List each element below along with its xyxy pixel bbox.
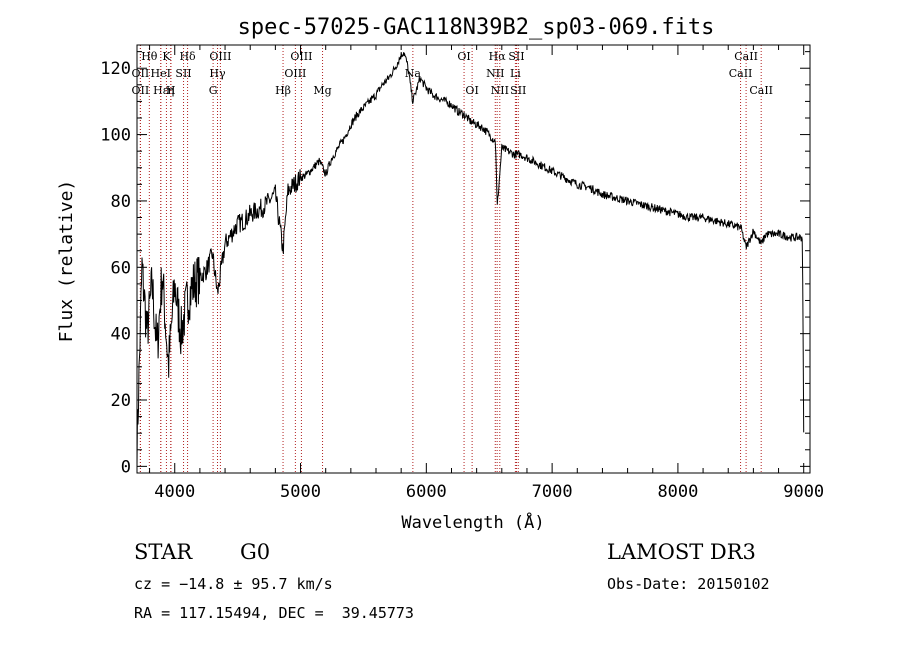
y-tick-label: 80 — [111, 192, 131, 212]
y-tick-label: 60 — [111, 258, 131, 278]
x-tick-label: 7000 — [532, 482, 573, 502]
line-label: OII — [132, 67, 150, 80]
y-tick-label: 0 — [121, 457, 131, 477]
line-label: K — [162, 50, 171, 63]
x-tick-label: 4000 — [154, 482, 195, 502]
line-label: Li — [510, 67, 521, 80]
x-tick-label: 9000 — [783, 482, 824, 502]
x-axis: 4000 5000 6000 7000 8000 9000 — [149, 45, 824, 502]
spectral-line-markers: HθOIIOIIHεHeIKηHSIIHδOIIIHγGHβOIIIOIIIMg… — [132, 45, 773, 473]
line-label: OIII — [290, 50, 312, 63]
y-axis-label: Flux (relative) — [56, 180, 77, 343]
obs-date: Obs-Date: 20150102 — [607, 575, 770, 593]
line-label: Hδ — [179, 50, 196, 63]
redshift-cz: cz = −14.8 ± 95.7 km/s — [134, 575, 333, 593]
y-tick-label: 120 — [100, 59, 131, 79]
line-label: OI — [457, 50, 470, 63]
x-tick-label: 8000 — [657, 482, 698, 502]
line-label: G — [209, 84, 218, 97]
line-label: OIII — [284, 67, 306, 80]
chart-title: spec-57025-GAC118N39B2_sp03-069.fits — [238, 15, 715, 40]
line-label: Hγ — [209, 67, 226, 80]
object-class: STAR — [134, 540, 193, 564]
line-label: Mg — [313, 84, 331, 97]
line-label: SII — [510, 84, 526, 97]
plot-frame — [136, 44, 811, 474]
spectrum-group — [136, 52, 805, 467]
y-tick-label: 20 — [111, 391, 131, 411]
survey-name: LAMOST DR3 — [607, 540, 756, 564]
line-label: NII — [491, 84, 509, 97]
line-label: NII — [486, 67, 504, 80]
line-label: CaII — [749, 84, 773, 97]
y-tick-label: 40 — [111, 325, 131, 345]
line-label: SII — [508, 50, 524, 63]
line-label: OI — [465, 84, 478, 97]
line-label: Na — [405, 67, 422, 80]
line-label: CaII — [734, 50, 758, 63]
ra-dec: RA = 117.15494, DEC = 39.45773 — [134, 604, 414, 622]
line-label: H — [166, 84, 176, 97]
line-label: SII — [175, 67, 191, 80]
x-tick-label: 5000 — [280, 482, 321, 502]
line-label: Hβ — [275, 84, 291, 97]
y-tick-label: 100 — [100, 126, 131, 146]
object-subclass: G0 — [240, 540, 271, 564]
y-axis: 0 20 40 60 80 100 120 — [100, 51, 810, 477]
line-label: CaII — [729, 67, 753, 80]
line-label: HeI — [151, 67, 171, 80]
line-label: OIII — [209, 50, 231, 63]
line-label: OII — [132, 84, 150, 97]
x-axis-label: Wavelength (Å) — [401, 511, 544, 533]
line-label: Hθ — [141, 50, 158, 63]
line-label: Hα — [489, 50, 507, 63]
x-tick-label: 6000 — [406, 482, 447, 502]
spectrum-line — [136, 52, 805, 467]
